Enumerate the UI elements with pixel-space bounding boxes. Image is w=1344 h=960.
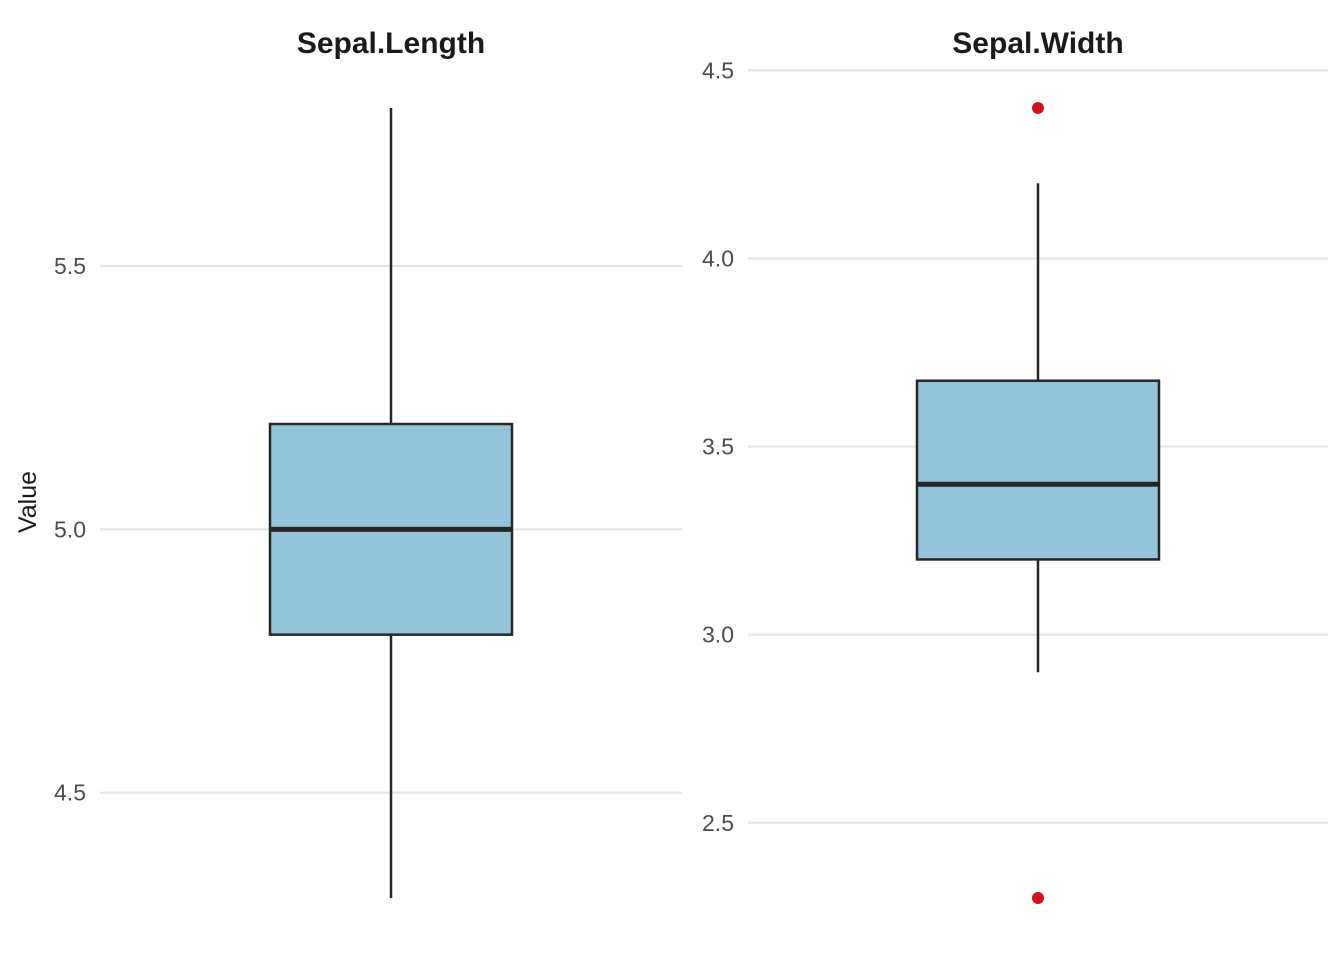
y-tick-label: 4.5 [702,57,734,83]
y-tick-label: 3.5 [702,434,734,460]
panel-title: Sepal.Width [952,27,1123,60]
panels-group: 4.5 5.0 5.5 Sepal.Length 2.5 3.0 3.5 4.0 4.5 Sepa… [54,27,1328,904]
iqr-box [915,379,1161,561]
y-tick-label: 4.5 [54,780,86,806]
y-tick-label: 2.5 [702,810,734,836]
panel-2: 2.5 3.0 3.5 4.0 4.5 Sepal.Width [702,27,1328,904]
outlier-point [1032,102,1044,114]
y-tick-label: 5.5 [54,253,86,279]
outlier-point [1032,892,1044,904]
panel-1: 4.5 5.0 5.5 Sepal.Length [54,27,682,898]
panel-title: Sepal.Length [297,27,485,60]
y-tick-label: 4.0 [702,245,734,271]
y-tick-label: 3.0 [702,622,734,648]
y-axis-title: Value [14,471,42,533]
y-tick-label: 5.0 [54,516,86,542]
